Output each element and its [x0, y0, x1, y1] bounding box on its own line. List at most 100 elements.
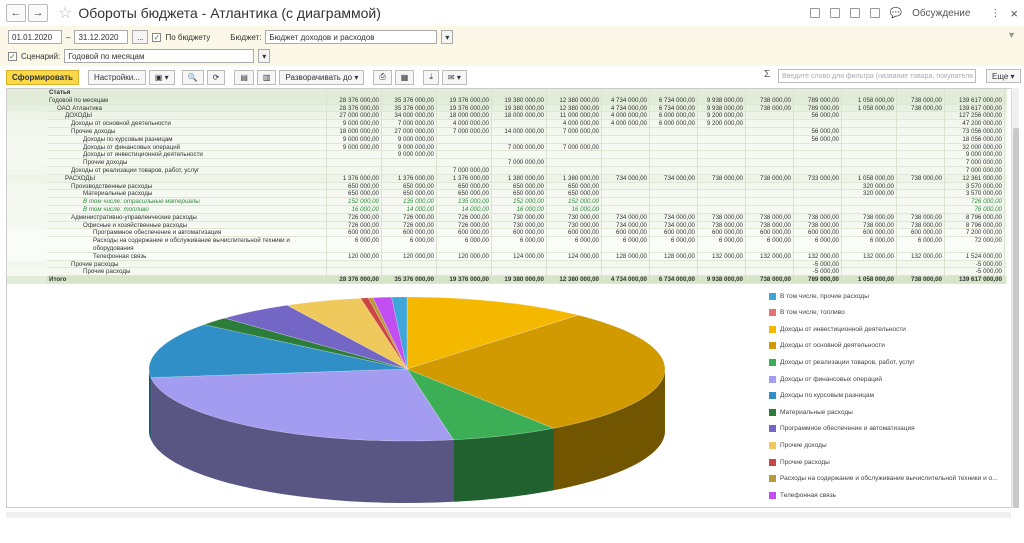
- legend-item[interactable]: Доходы от финансовых операций: [769, 374, 1009, 384]
- table-row[interactable]: Расходы на содержание и обслуживание выч…: [7, 237, 1007, 253]
- period-select-button[interactable]: ...: [132, 30, 149, 44]
- more-button[interactable]: Еще ▾: [986, 69, 1021, 83]
- export-icon[interactable]: ⤓: [423, 69, 439, 85]
- value-cell: 600 000,00: [897, 229, 945, 238]
- discussion-icon[interactable]: 💬: [889, 7, 903, 19]
- pie-slice[interactable]: [223, 304, 408, 370]
- table-row[interactable]: Доходы по курсовым разницам 9 000 000,00 9…: [7, 135, 1007, 144]
- collapse-icon[interactable]: ▤: [234, 69, 254, 85]
- link-icon[interactable]: [869, 8, 880, 18]
- legend-item[interactable]: В том числе, топливо: [769, 308, 1009, 318]
- pie-slice[interactable]: [150, 368, 454, 442]
- table-row[interactable]: Годовой по месяцам 28 376 000,00 35 376 00…: [7, 96, 1007, 105]
- value-cell: [492, 135, 547, 144]
- expand-to-button[interactable]: Разворачивать до ▾: [279, 69, 365, 85]
- row-label: Доходы по курсовым разницам: [47, 135, 327, 144]
- legend-item[interactable]: Доходы от основной деятельности: [769, 341, 1009, 351]
- table-row[interactable]: Доходы от основной деятельности 9 000 000…: [7, 120, 1007, 128]
- print-preview-icon[interactable]: ▦: [394, 69, 415, 85]
- date-from-input[interactable]: 01.01.2020: [8, 30, 62, 44]
- horizontal-scrollbar[interactable]: [6, 512, 1011, 518]
- find-icon[interactable]: 🔍: [181, 69, 204, 85]
- date-to-input[interactable]: 31.12.2020: [74, 30, 129, 44]
- table-row[interactable]: Прочие доходы 18 000 000,00 27 000 000,00 7…: [7, 128, 1007, 136]
- legend-item[interactable]: Программное обеспечение и автоматизация: [769, 424, 1009, 434]
- refresh-icon[interactable]: ⟳: [206, 69, 226, 85]
- table-row[interactable]: Производственные расходы 650 000,00 650 00…: [7, 182, 1007, 191]
- save-icon[interactable]: [809, 8, 820, 18]
- table-row[interactable]: Материальные расходы 650 000,00 650 000,00…: [7, 190, 1007, 199]
- close-icon[interactable]: ×: [1010, 5, 1018, 21]
- preview-icon[interactable]: [849, 8, 860, 18]
- value-cell: 19 376 000,00: [437, 276, 492, 284]
- by-budget-checkbox[interactable]: ✓: [152, 32, 162, 42]
- vertical-scrollbar[interactable]: [1011, 88, 1019, 508]
- pie-slice[interactable]: [406, 314, 666, 429]
- table-row[interactable]: Офисные и хозяйственные расходы 726 000,0…: [7, 221, 1007, 230]
- value-cell: [746, 120, 794, 128]
- table-row[interactable]: ДОХОДЫ 27 000 000,00 34 000 000,00 18 000 0…: [7, 112, 1007, 121]
- forward-button[interactable]: →: [28, 4, 48, 22]
- filter-funnel-icon[interactable]: ▼: [1007, 30, 1016, 40]
- budget-select[interactable]: Бюджет доходов и расходов: [265, 30, 438, 44]
- table-row[interactable]: В том числе: отрасильные материалы 152 00…: [7, 198, 1007, 206]
- pie-slice[interactable]: [286, 297, 408, 370]
- legend-item[interactable]: Прочие доходы: [769, 440, 1009, 450]
- variants-icon[interactable]: ▣ ▾: [148, 69, 175, 85]
- table-row[interactable]: Прочие доходы 7 000 000,00 7 000 000,00: [7, 159, 1007, 167]
- pie-slice[interactable]: [406, 368, 555, 441]
- table-row[interactable]: Административно-управленческие расходы 72…: [7, 213, 1007, 222]
- legend-item[interactable]: Доходы от реализации товаров, работ, усл…: [769, 357, 1009, 367]
- table-row[interactable]: Программное обеспечение и автоматизация 6…: [7, 229, 1007, 238]
- value-cell: 738 000,00: [897, 174, 945, 183]
- value-cell: [327, 260, 382, 269]
- value-cell: [650, 190, 698, 199]
- filter-search-input[interactable]: Введите слово для фильтра (название това…: [778, 69, 976, 83]
- table-row[interactable]: Прочие расходы -5 000,00 -5 000,00: [7, 260, 1007, 269]
- legend-item[interactable]: В том числе, прочие расходы: [769, 291, 1009, 301]
- value-cell: 6 000,00: [602, 237, 650, 253]
- legend-item[interactable]: Телефонная связь: [769, 490, 1009, 500]
- table-row[interactable]: Итого 28 376 000,00 35 376 000,00 19 376 00…: [7, 276, 1007, 284]
- table-row[interactable]: РАСХОДЫ 1 376 000,00 1 376 000,00 1 376 000…: [7, 174, 1007, 183]
- print-button-icon[interactable]: ⎙: [373, 69, 392, 85]
- table-row[interactable]: Телефонная связь 120 000,00 120 000,00 120 …: [7, 252, 1007, 261]
- legend-item[interactable]: Материальные расходы: [769, 407, 1009, 417]
- value-cell: [698, 143, 746, 152]
- discussion-label[interactable]: Обсуждение: [912, 7, 971, 19]
- expand-icon[interactable]: ▥: [256, 69, 277, 85]
- table-row[interactable]: В том числе: топливо 16 000,00 14 000,00 14…: [7, 206, 1007, 214]
- legend-item[interactable]: Доходы от инвестиционной деятельности: [769, 324, 1009, 334]
- value-cell: [842, 128, 897, 136]
- table-row[interactable]: Доходы от реализации товаров, работ, усл…: [7, 167, 1007, 175]
- mail-icon[interactable]: ✉ ▾: [441, 69, 467, 85]
- legend-swatch: [769, 475, 776, 483]
- value-cell: [492, 268, 547, 277]
- generate-button[interactable]: Сформировать: [6, 69, 79, 85]
- scenario-dropdown-icon[interactable]: ▾: [258, 49, 271, 63]
- pie-slice[interactable]: [148, 324, 408, 378]
- table-row[interactable]: Доходы от финансовых операций 9 000 000,0…: [7, 143, 1007, 152]
- more-menu-icon[interactable]: ⋮: [990, 7, 1001, 19]
- settings-button[interactable]: Настройки...: [87, 69, 146, 85]
- table-row[interactable]: Доходы от инвестиционной деятельности 9 0…: [7, 151, 1007, 160]
- back-button[interactable]: ←: [6, 4, 26, 22]
- print-icon[interactable]: [829, 8, 840, 18]
- legend-item[interactable]: Расходы на содержание и обслуживание выч…: [769, 474, 1009, 484]
- legend-item[interactable]: Прочие расходы: [769, 457, 1009, 467]
- value-cell: 726 000,00: [382, 213, 437, 222]
- scenario-select[interactable]: Годовой по месяцам: [64, 49, 255, 63]
- legend-item[interactable]: Доходы по курсовым разницам: [769, 391, 1009, 401]
- table-row[interactable]: Прочие расходы -5 000,00 -5 000,00: [7, 268, 1007, 277]
- scenario-checkbox[interactable]: ✓: [8, 51, 17, 61]
- budget-dropdown-icon[interactable]: ▾: [441, 30, 454, 44]
- table-row[interactable]: ОАО Атлантика 28 376 000,00 35 376 000,00 1…: [7, 104, 1007, 113]
- sum-icon[interactable]: Σ: [764, 69, 771, 80]
- header-cell: [842, 89, 897, 97]
- pie-slice[interactable]: [406, 296, 580, 370]
- value-cell: 9 938 000,00: [698, 96, 746, 105]
- pie-slice[interactable]: [372, 296, 408, 370]
- favorite-star-icon[interactable]: ☆: [58, 5, 73, 22]
- scrollbar-thumb[interactable]: [1013, 128, 1019, 508]
